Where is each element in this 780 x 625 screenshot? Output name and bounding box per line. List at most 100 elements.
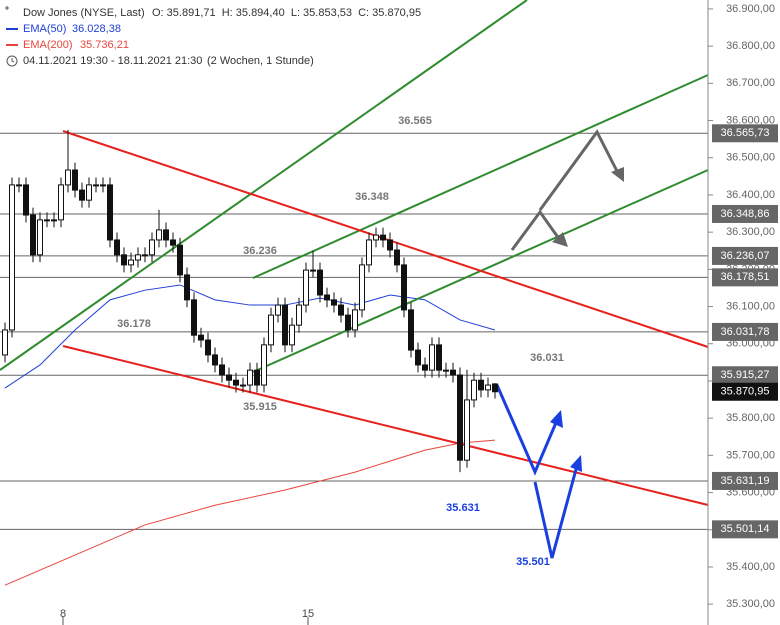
level-annotation: 36.178 — [117, 318, 151, 330]
clock-hand — [11, 58, 15, 63]
candle-body — [387, 239, 393, 251]
candle-body — [191, 299, 197, 336]
candle-body — [282, 304, 288, 346]
arrow-head — [611, 167, 624, 182]
candle-body — [471, 379, 477, 401]
candle-body — [408, 309, 414, 351]
period-note: (2 Wochen, 1 Stunde) — [207, 55, 314, 67]
candle-body — [79, 189, 85, 201]
candle-body — [23, 184, 29, 216]
level-tag — [712, 268, 778, 287]
legend-value: 36.028,38 — [72, 23, 121, 35]
trend-line — [0, 0, 528, 371]
y-tick-label: 36.900,00 — [726, 3, 775, 15]
candle-body — [275, 304, 281, 316]
candle-body — [457, 374, 463, 461]
projection-arrow — [495, 384, 560, 476]
candle-body — [2, 329, 8, 356]
legend-label: EMA(200) — [23, 39, 73, 51]
candle-body — [226, 374, 232, 381]
candle-body — [450, 369, 456, 376]
level-tag — [712, 366, 778, 385]
candle-body — [359, 264, 365, 311]
candle-body — [51, 219, 57, 222]
plot-layer — [0, 132, 708, 625]
candle-body — [268, 314, 274, 346]
trend-line — [62, 345, 709, 506]
candle-body — [240, 384, 246, 387]
y-tick-label: 36.300,00 — [726, 226, 775, 238]
ema-line — [4, 439, 496, 586]
candle-body — [331, 299, 337, 306]
level-tag — [712, 204, 778, 223]
level-tag — [712, 124, 778, 143]
level-annotation: 35.631 — [446, 502, 480, 514]
y-tick-label: 35.400,00 — [726, 561, 775, 573]
candle-body — [37, 219, 43, 256]
candle-body — [422, 364, 428, 371]
candle-body — [373, 234, 379, 241]
ema-line — [4, 284, 496, 389]
projection-arrow — [510, 209, 564, 251]
candle-body — [156, 229, 162, 241]
last-price-label: 35.870,95 — [721, 386, 770, 398]
candle-body — [233, 379, 239, 386]
candle-body — [93, 184, 99, 187]
candle-body — [72, 169, 78, 191]
level-tag-label: 36.565,73 — [721, 127, 770, 139]
candle-body — [345, 314, 351, 331]
level-annotation: 36.565 — [398, 115, 432, 127]
level-tag — [712, 322, 778, 341]
candle-body — [247, 369, 253, 386]
candle-body — [492, 383, 498, 393]
y-tick-label: 36.600,00 — [726, 114, 775, 126]
candle-body — [135, 254, 141, 261]
y-tick-label: 36.400,00 — [726, 189, 775, 201]
candle-body — [436, 344, 442, 371]
candle-body — [303, 269, 309, 306]
candle-body — [380, 234, 386, 241]
candle-body — [296, 304, 302, 326]
candle-body — [212, 354, 218, 366]
x-tick-label: 15 — [302, 608, 314, 620]
level-annotation: 35.501 — [516, 556, 550, 568]
level-annotation: 36.348 — [355, 191, 389, 203]
y-tick-label: 36.800,00 — [726, 40, 775, 52]
legend-label: EMA(50) — [23, 23, 66, 35]
level-tag-label: 35.915,27 — [721, 369, 770, 381]
candle-body — [352, 309, 358, 331]
candle-body — [170, 239, 176, 246]
level-tag — [712, 246, 778, 265]
level-tag-label: 35.631,19 — [721, 475, 770, 487]
candle-body — [464, 399, 470, 461]
projection-arrow — [533, 461, 580, 559]
candle-body — [310, 269, 316, 272]
level-tag-label: 36.031,78 — [721, 326, 770, 338]
candle-body — [142, 254, 148, 257]
candle-body — [30, 214, 36, 256]
legend-title: Dow Jones (NYSE, Last) — [23, 7, 145, 19]
y-tick-label: 35.800,00 — [726, 412, 775, 424]
level-tag-label: 36.178,51 — [721, 271, 770, 283]
candle-body — [114, 239, 120, 256]
candle-body — [100, 184, 106, 187]
y-tick-label: 35.300,00 — [726, 598, 775, 610]
candle-body — [65, 169, 71, 186]
projection-arrow — [538, 129, 622, 211]
candle-body — [205, 339, 211, 356]
candle-body — [324, 294, 330, 301]
legend-ohlc: O: 35.891,71 H: 35.894,40 L: 35.853,53 C… — [152, 7, 421, 19]
candle-body — [478, 379, 484, 391]
period: 04.11.2021 19:30 - 18.11.2021 21:30 — [23, 55, 202, 67]
candle-body — [485, 384, 491, 391]
x-tick-label: 8 — [60, 608, 66, 620]
candle-body — [443, 369, 449, 372]
candle-body — [366, 239, 372, 266]
trend-line — [252, 74, 709, 279]
candle-body — [163, 229, 169, 241]
arrow-head — [552, 232, 568, 247]
icon — [5, 6, 9, 10]
candle-body — [338, 304, 344, 316]
